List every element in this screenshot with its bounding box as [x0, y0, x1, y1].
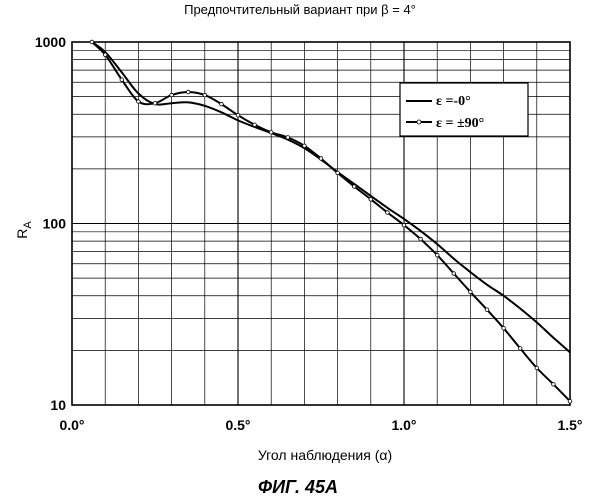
series-1-point-28 — [552, 383, 556, 387]
series-1-point-1 — [103, 53, 107, 57]
series-1-point-7 — [203, 93, 207, 97]
figure-caption: ФИГ. 45А — [258, 477, 338, 497]
series-1-point-10 — [253, 123, 257, 127]
x-axis-label: Угол наблюдения (α) — [258, 447, 392, 463]
series-1-point-13 — [303, 144, 307, 148]
series-1-point-19 — [402, 223, 406, 227]
x-tick-label-2: 1.0° — [391, 417, 416, 433]
series-1-point-29 — [568, 399, 572, 403]
y-tick-label-2: 1000 — [35, 34, 66, 50]
series-1-point-8 — [220, 102, 224, 106]
series-1-point-3 — [137, 100, 141, 104]
series-1-point-23 — [469, 290, 473, 294]
chart-title: Предпочтительный вариант при β = 4° — [184, 2, 416, 17]
series-1-point-12 — [286, 136, 290, 140]
series-1-point-11 — [269, 131, 273, 135]
series-1-point-4 — [153, 101, 157, 105]
series-1-point-16 — [352, 185, 356, 189]
x-tick-label-0: 0.0° — [59, 417, 84, 433]
legend-marker-series-1 — [417, 120, 421, 124]
series-1-point-22 — [452, 272, 456, 276]
series-1-point-18 — [386, 211, 390, 215]
series-1-point-0 — [90, 40, 94, 44]
legend-label-series-1: ε = ±90° — [436, 116, 484, 131]
series-1-point-21 — [435, 253, 439, 257]
series-1-point-24 — [485, 308, 489, 312]
series-1-point-25 — [502, 326, 506, 330]
x-tick-label-3: 1.5° — [557, 417, 582, 433]
series-1-point-14 — [319, 157, 323, 161]
legend-label-series-0: ε =-0° — [436, 94, 471, 109]
y-axis-label: RA — [14, 221, 34, 239]
series-1-point-17 — [369, 198, 373, 202]
series-1-point-9 — [236, 113, 240, 117]
series-1-point-5 — [170, 93, 174, 97]
legend: ε =-0° ε = ±90° — [400, 83, 528, 136]
series-1-point-27 — [535, 366, 539, 370]
y-axis-label-main: R — [14, 229, 30, 239]
y-tick-label-0: 10 — [50, 397, 66, 413]
series-1-point-26 — [518, 347, 522, 351]
y-tick-label-1: 100 — [43, 216, 67, 232]
series-1-point-15 — [336, 171, 340, 175]
y-axis-label-sub: A — [22, 221, 34, 229]
series-1-point-2 — [120, 78, 124, 82]
series-1-point-6 — [186, 90, 190, 94]
series-1-point-20 — [419, 237, 423, 241]
x-tick-label-1: 0.5° — [225, 417, 250, 433]
